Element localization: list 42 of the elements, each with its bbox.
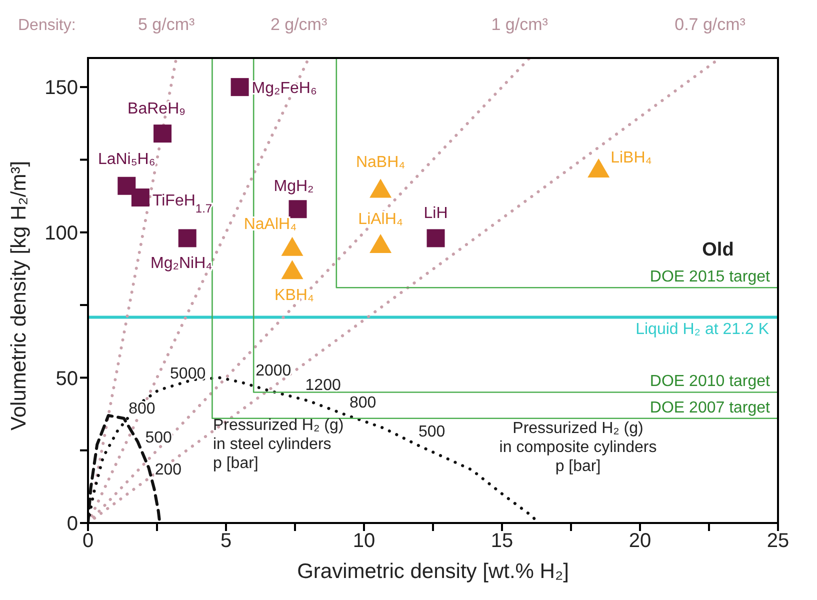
annotation: 500 [418,424,446,441]
annotation: LiAlH₄ [358,211,403,228]
x-tick-label: 20 [628,530,652,552]
annotation: KBH₄ [274,287,314,304]
text: 0.7 g/cm³ [674,15,746,34]
x-tick-label: 10 [352,530,376,552]
annotation: Pressurized H₂ (g) in steel cylinders p [bar] [213,417,344,472]
annotation: Mg₂NiH₄ [150,255,212,272]
annotation: 2000 [256,362,292,380]
annotation: LiH [424,205,448,222]
x-tick-label: 15 [490,530,514,552]
annotation: MgH₂ [274,178,314,196]
annotation: LiBH₄ [610,149,652,166]
y-axis-title: Volumetric density [kg H₂/m³] [7,160,30,430]
annotation: Old [702,240,734,261]
ref-line-label: Liquid H₂ at 21.2 K [636,321,770,338]
series-label: DOE 2010 target [650,373,771,390]
text: Density: [18,17,76,34]
annotation: NaBH₄ [356,154,406,171]
annotation: TiFeH$_{1.7}$ [152,192,212,216]
y-tick-label: 50 [56,368,78,390]
annotation: Pressurized H₂ (g) in composite cylinders p [bar] [499,420,657,475]
annotation: 200 [154,461,182,478]
annotation: BaReH₉ [128,100,186,118]
series-label: 5 g/cm³ [138,15,195,34]
annotation: LaNi₅H₆ [98,150,156,168]
y-tick-label: 100 [44,222,78,244]
annotation: 1200 [305,377,341,394]
annotation: 800 [128,400,156,418]
x-tick-label: 5 [220,530,232,552]
annotation: 500 [145,429,172,446]
x-tick-label: 0 [82,530,94,552]
series-label: 1 g/cm³ [491,15,548,34]
x-tick-label: 25 [766,530,790,552]
annotation: 5000 [170,365,206,382]
y-tick-label: 150 [44,77,78,100]
series-label: 2 g/cm³ [270,15,328,34]
annotation: 800 [349,394,376,412]
series-label: DOE 2007 target [650,399,771,416]
series-label: DOE 2015 target [650,268,771,286]
x-axis-title: Gravimetric density [wt.% H₂] [297,560,569,583]
y-tick-label: 0 [66,513,78,536]
